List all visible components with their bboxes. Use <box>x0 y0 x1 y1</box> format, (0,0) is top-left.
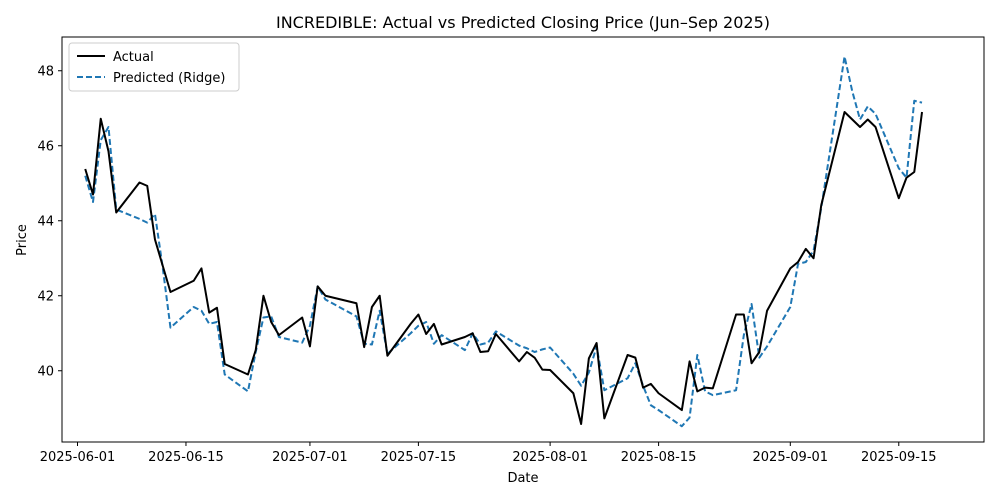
legend-box <box>68 42 240 92</box>
chart-title: INCREDIBLE: Actual vs Predicted Closing … <box>276 13 770 32</box>
y-tick-label: 48 <box>37 64 54 79</box>
x-tick-label: 2025-06-15 <box>148 450 224 465</box>
series-line-actual <box>84 111 924 425</box>
y-tick-label: 42 <box>37 289 54 304</box>
y-tick-label: 44 <box>37 214 54 229</box>
x-tick-label: 2025-09-15 <box>861 450 937 465</box>
legend: Actual Predicted (Ridge) <box>68 42 240 92</box>
x-axis-label: Date <box>507 471 538 486</box>
x-tick-label: 2025-08-15 <box>621 450 697 465</box>
x-tick-label: 2025-09-01 <box>753 450 829 465</box>
series-layer <box>84 55 924 428</box>
x-tick-label: 2025-08-01 <box>512 450 588 465</box>
legend-label-actual: Actual <box>113 50 154 65</box>
legend-label-predicted: Predicted (Ridge) <box>113 71 225 86</box>
plot-frame <box>61 36 985 443</box>
y-axis: 40 42 44 46 48 <box>37 64 62 379</box>
x-tick-label: 2025-07-01 <box>272 450 348 465</box>
x-tick-label: 2025-07-15 <box>381 450 457 465</box>
series-line-predicted <box>84 55 923 428</box>
y-tick-label: 40 <box>37 364 54 379</box>
x-tick-label: 2025-06-01 <box>40 450 116 465</box>
y-tick-label: 46 <box>37 139 54 154</box>
x-axis: 2025-06-01 2025-06-15 2025-07-01 2025-07-15… <box>40 442 937 465</box>
y-axis-label: Price <box>15 224 30 256</box>
